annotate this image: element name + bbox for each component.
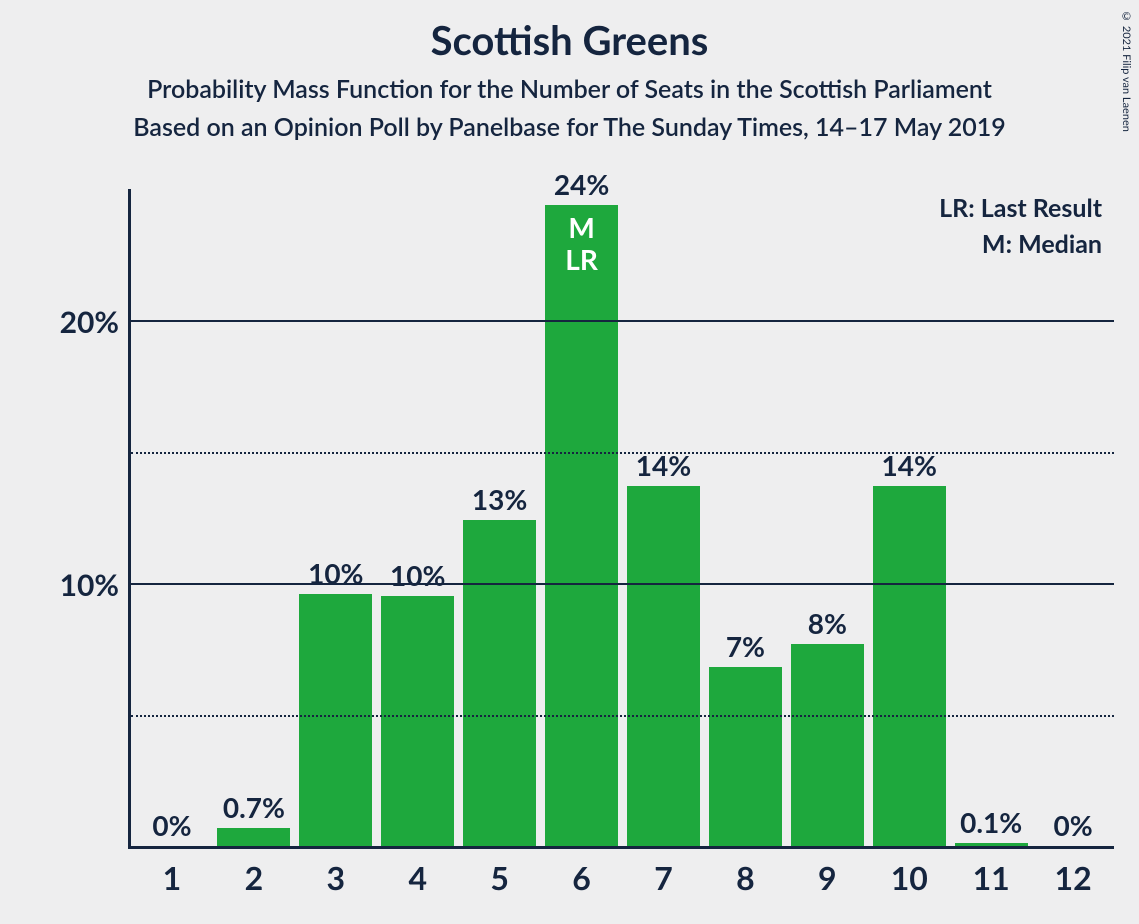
bar-value-label: 24% [554,167,609,201]
bar-value-label: 0% [1054,808,1093,842]
bar: 8% [791,644,864,846]
gridline-major: 20% [131,320,1114,322]
ytick-label: 20% [60,304,119,340]
chart-title: Scottish Greens [0,16,1139,64]
bars-container: 0%10.7%210%310%413%524%MLR614%77%88%914%… [131,189,1114,846]
gridline-major: 10% [131,583,1114,585]
ytick-label: 10% [60,567,119,603]
bar: 0.7% [217,828,290,846]
bar: 14% [627,486,700,846]
xtick-label: 1 [163,858,182,897]
gridline-minor [131,715,1114,717]
bar-value-label: 13% [472,482,527,516]
gridline-minor [131,452,1114,454]
bar-slot: 14%10 [868,189,950,846]
bar-value-label: 0.7% [223,790,285,824]
chart-plot-area: LR: Last Result M: Median 0%10.7%210%310… [128,189,1114,849]
bar-slot: 0%1 [131,189,213,846]
bar-value-label: 7% [726,629,765,663]
chart-subtitle: Probability Mass Function for the Number… [0,74,1139,104]
bar-value-label: 0.1% [960,805,1022,839]
bar-annotation: MLR [545,211,618,275]
xtick-label: 3 [327,858,346,897]
xtick-label: 8 [736,858,755,897]
copyright-notice: © 2021 Filip van Laenen [1120,10,1133,132]
bar-slot: 0%12 [1032,189,1114,846]
xtick-label: 11 [973,858,1010,897]
bar-slot: 0.7%2 [213,189,295,846]
bar-slot: 8%9 [786,189,868,846]
bar: 24%MLR [545,205,618,846]
bar: 10% [299,594,372,846]
bar: 7% [709,667,782,846]
bar-slot: 10%4 [377,189,459,846]
xtick-label: 6 [572,858,591,897]
xtick-label: 9 [818,858,837,897]
bar: 13% [463,520,536,846]
xtick-label: 4 [408,858,427,897]
bar: 0.1% [955,843,1028,846]
xtick-label: 7 [654,858,673,897]
bar-slot: 24%MLR6 [541,189,623,846]
xtick-label: 10 [891,858,928,897]
bar: 10% [381,596,454,846]
xtick-label: 2 [245,858,264,897]
bar-slot: 14%7 [623,189,705,846]
bar: 14% [873,486,946,846]
bar-slot: 10%3 [295,189,377,846]
bar-value-label: 8% [808,606,847,640]
xtick-label: 5 [490,858,509,897]
bar-value-label: 10% [390,558,445,592]
bar-slot: 13%5 [459,189,541,846]
chart-source: Based on an Opinion Poll by Panelbase fo… [0,112,1139,142]
bar-slot: 7%8 [704,189,786,846]
bar-value-label: 0% [152,808,191,842]
bar-slot: 0.1%11 [950,189,1032,846]
xtick-label: 12 [1055,858,1092,897]
